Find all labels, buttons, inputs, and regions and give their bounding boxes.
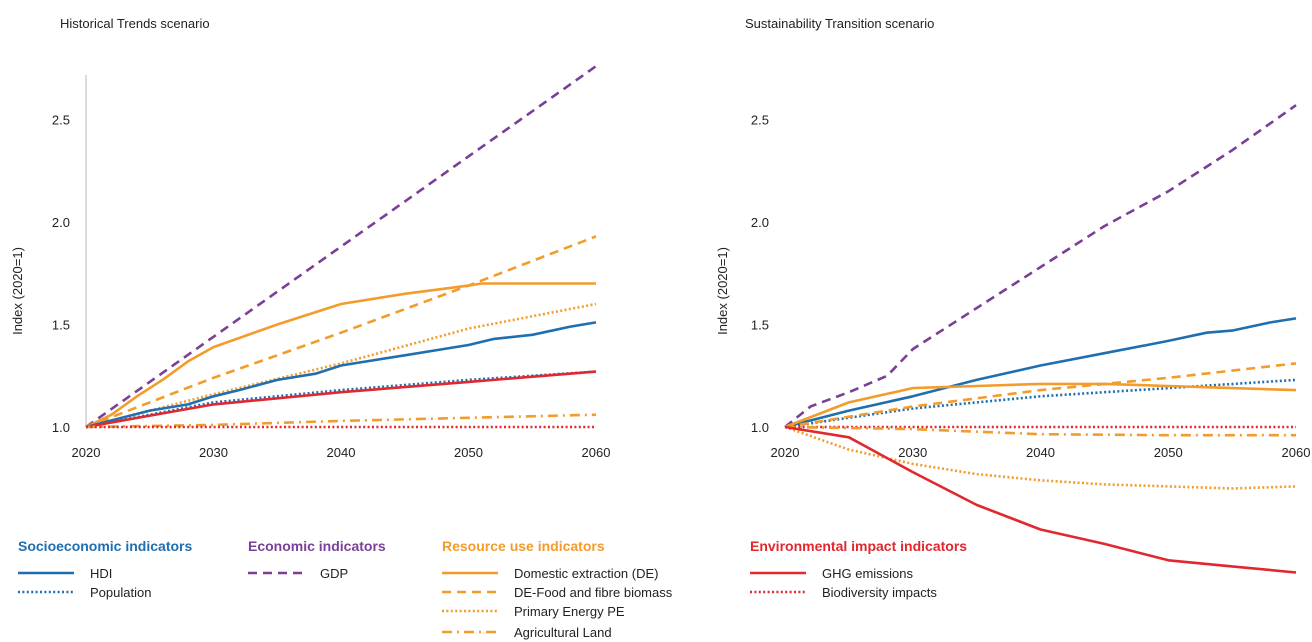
legend-group-title: Resource use indicators [442, 538, 605, 554]
series-line-population [85, 370, 597, 429]
legend-label-de-food-and-fibre-biomass: DE-Food and fibre biomass [514, 585, 673, 600]
y-tick-label: 1.0 [52, 420, 70, 435]
legend-label-ghg-emissions: GHG emissions [822, 566, 914, 581]
series-line-domestic-extraction-de [85, 282, 596, 429]
legend-group-title: Economic indicators [248, 538, 386, 554]
legend-label-hdi: HDI [90, 566, 112, 581]
y-tick-label: 1.5 [52, 318, 70, 333]
y-tick-label: 1.0 [751, 420, 769, 435]
series-line-primary-energy-pe [784, 425, 1297, 490]
y-tick-label: 2.5 [751, 113, 769, 128]
x-tick-label: 2030 [199, 445, 228, 460]
legend-group-title: Environmental impact indicators [750, 538, 967, 554]
series-line-agricultural-land [784, 425, 1296, 437]
y-tick-label: 2.0 [52, 215, 70, 230]
series-line-hdi [85, 321, 597, 429]
x-tick-label: 2050 [1154, 445, 1183, 460]
x-tick-label: 2040 [327, 445, 356, 460]
legend: Socioeconomic indicators HDI Population Eco… [18, 538, 967, 640]
legend-label-gdp: GDP [320, 566, 348, 581]
series-line-hdi [784, 317, 1297, 429]
x-tick-label: 2040 [1026, 445, 1055, 460]
chart-panel-2: Sustainability Transition scenario 1.0 1.5… [715, 16, 1311, 574]
legend-label-biodiversity-impacts: Biodiversity impacts [822, 585, 937, 600]
series-line-agricultural-land [85, 413, 597, 429]
chart-title: Sustainability Transition scenario [745, 16, 934, 31]
series-line-gdp [784, 104, 1297, 429]
series-line-domestic-extraction-de [784, 382, 1297, 429]
x-tick-label: 2030 [898, 445, 927, 460]
series-line-ghg-emissions [784, 425, 1297, 574]
x-tick-label: 2050 [454, 445, 483, 460]
chart-panel-1: Historical Trends scenario 1.0 1.5 2.0 2.5 20… [10, 16, 610, 460]
series-line-ghg-emissions [85, 370, 597, 429]
x-tick-label: 2020 [771, 445, 800, 460]
series-line-gdp [85, 65, 597, 429]
series-line-de-food-and-fibre-biomass [784, 362, 1297, 429]
legend-label-population: Population [90, 585, 151, 600]
x-tick-label: 2060 [1282, 445, 1311, 460]
x-tick-label: 2060 [582, 445, 611, 460]
y-tick-label: 2.0 [751, 215, 769, 230]
series-line-population [784, 378, 1297, 429]
y-tick-label: 1.5 [751, 318, 769, 333]
y-axis-label: Index (2020=1) [715, 247, 730, 335]
y-axis-label: Index (2020=1) [10, 247, 25, 335]
legend-label-primary-energy-pe: Primary Energy PE [514, 604, 625, 619]
legend-label-agricultural-land: Agricultural Land [514, 625, 612, 640]
legend-label-domestic-extraction-de: Domestic extraction (DE) [514, 566, 658, 581]
legend-group-title: Socioeconomic indicators [18, 538, 192, 554]
series-line-de-food-and-fibre-biomass [85, 235, 597, 429]
x-tick-label: 2020 [72, 445, 101, 460]
chart-title: Historical Trends scenario [60, 16, 210, 31]
y-tick-label: 2.5 [52, 113, 70, 128]
